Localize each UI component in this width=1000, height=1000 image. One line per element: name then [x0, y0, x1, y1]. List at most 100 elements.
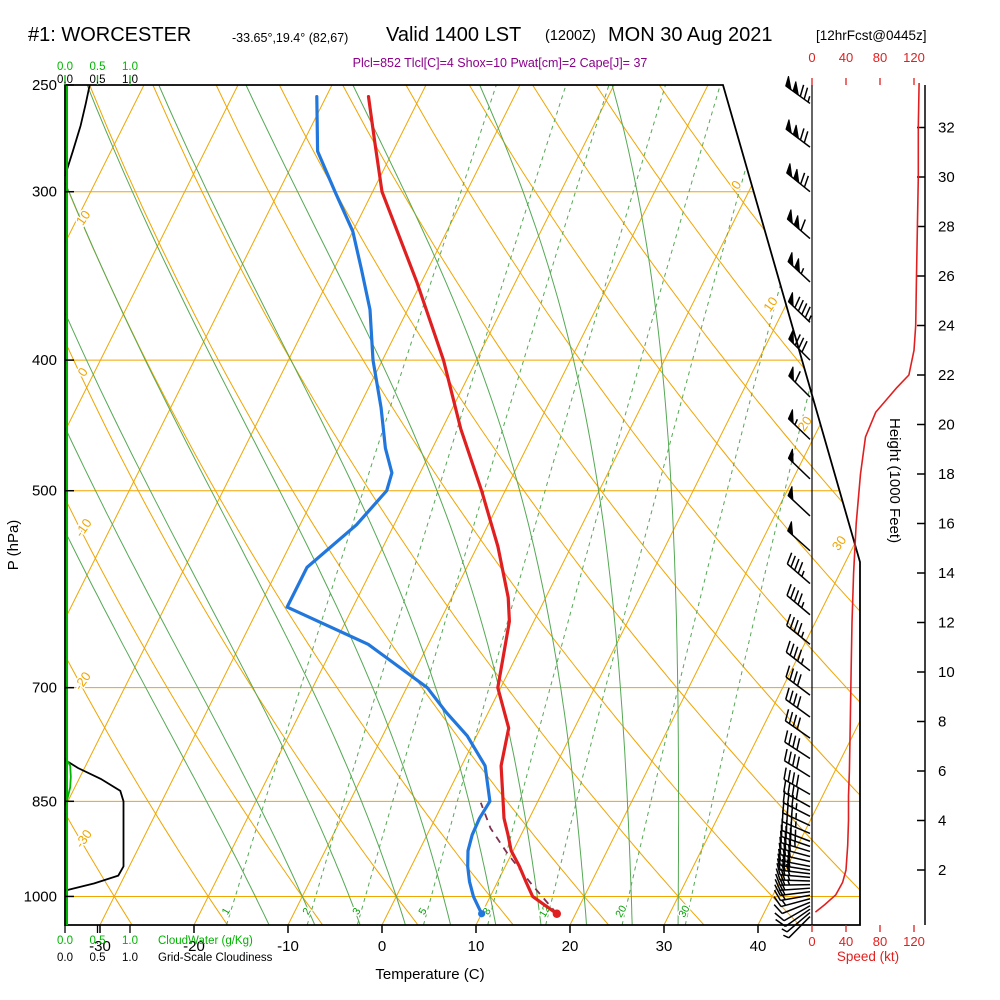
speed-tick-label-bottom: 120 — [903, 934, 925, 949]
wind-barb — [787, 448, 811, 480]
wind-barb — [783, 916, 811, 939]
wind-barb — [781, 912, 811, 933]
surface-temperature-dot — [552, 909, 562, 918]
station-title: #1: WORCESTER — [28, 24, 192, 46]
wind-barb — [787, 521, 811, 552]
dry-adiabat-line — [215, 85, 800, 925]
height-tick-label: 8 — [938, 714, 946, 731]
moist-adiabat-line — [86, 85, 452, 925]
dry-adiabat-line — [278, 85, 860, 925]
pressure-tick-label: 850 — [32, 793, 57, 810]
wind-barb — [787, 252, 811, 283]
dry-adiabat-line — [65, 85, 324, 925]
isotherm-line — [475, 85, 860, 925]
cloudwater-tick-label-bottom: 0.5 — [90, 935, 106, 947]
isotherm-label: 30 — [829, 533, 850, 553]
temperature-tick-label: -30 — [89, 938, 111, 955]
isotherm-line — [65, 85, 333, 925]
wind-barb — [775, 908, 811, 928]
dry-adiabat-line — [405, 85, 860, 925]
stability-parameters: Plcl=852 Tlcl[C]=4 Shox=10 Pwat[cm]=2 Ca… — [352, 56, 648, 70]
dry-adiabat-line — [65, 85, 514, 925]
mixing-ratio-label: 3 — [350, 906, 363, 917]
wind-barb — [786, 163, 811, 193]
height-tick-label: 4 — [938, 813, 946, 830]
pressure-tick-label: 400 — [32, 352, 57, 369]
valid-zulu-time: (1200Z) — [545, 28, 596, 44]
mixing-ratio-line — [306, 85, 567, 925]
dry-adiabat-line — [532, 85, 860, 925]
moist-adiabat-line — [65, 85, 270, 925]
cloudiness-tick-label-bottom: 0.5 — [90, 952, 106, 964]
temperature-tick-label: 0 — [378, 938, 386, 955]
cloudiness-axis-title: Grid-Scale Cloudiness — [158, 952, 273, 964]
temperature-tick-label: 30 — [656, 938, 673, 955]
wind-barb — [773, 896, 811, 908]
cloudwater-tick-label-top: 0.0 — [57, 61, 73, 73]
wind-barb — [787, 292, 812, 323]
isotherm-line — [193, 85, 615, 925]
pressure-tick-label: 500 — [32, 483, 57, 500]
grid-scale-cloudiness-curve — [64, 759, 125, 892]
wind-barb — [785, 665, 811, 696]
temperature-tick-label: -10 — [277, 938, 299, 955]
height-tick-label: 18 — [938, 466, 955, 483]
cloudwater-tick-label-top: 1.0 — [122, 61, 138, 73]
isotherm-line — [65, 85, 427, 925]
height-tick-label: 32 — [938, 120, 955, 137]
dry-adiabat-line — [721, 85, 860, 925]
cloudiness-tick-label-top: 0.5 — [90, 74, 106, 86]
dewpoint-curve — [285, 94, 492, 916]
wind-barb — [783, 780, 811, 808]
temperature-tick-label: -20 — [183, 938, 205, 955]
height-tick-label: 22 — [938, 367, 955, 384]
wind-barb — [786, 209, 811, 240]
height-tick-label: 28 — [938, 219, 955, 236]
height-tick-label: 6 — [938, 763, 946, 780]
dry-adiabat-line — [65, 85, 228, 925]
pressure-tick-label: 250 — [32, 77, 57, 94]
cloudiness-tick-label-top: 0.0 — [57, 74, 73, 86]
wind-barb — [785, 613, 811, 645]
moist-adiabat-line — [65, 85, 316, 925]
isotherm-line — [569, 85, 860, 925]
mixing-ratio-label: 20 — [613, 903, 629, 919]
cloudwater-tick-label-bottom: 1.0 — [122, 935, 138, 947]
height-tick-label: 14 — [938, 565, 955, 582]
cloudwater-tick-label-bottom: 0.0 — [57, 935, 73, 947]
temperature-tick-label: 10 — [468, 938, 485, 955]
wind-barb — [785, 76, 811, 105]
height-tick-label: 2 — [938, 862, 946, 879]
dry-adiabat-line — [595, 85, 860, 925]
dry-adiabat-line — [342, 85, 860, 925]
isotherm-line — [65, 85, 239, 925]
speed-tick-label-top: 80 — [873, 50, 887, 65]
dry-adiabat-line — [65, 85, 419, 925]
wind-barb — [787, 409, 811, 440]
dry-adiabat-label: -30 — [72, 827, 95, 851]
temperature-curve — [366, 94, 559, 916]
pressure-tick-label: 700 — [32, 680, 57, 697]
wind-speed-panel — [814, 82, 920, 913]
cloudiness-tick-label-top: 1.0 — [122, 74, 138, 86]
wind-barb — [786, 552, 811, 585]
height-axis-title: Height (1000 Feet) — [886, 418, 903, 543]
mixing-ratio-line — [545, 85, 770, 925]
temperature-tick-label: 40 — [750, 938, 767, 955]
speed-tick-label-top: 120 — [903, 50, 925, 65]
temperature-axis-title: Temperature (C) — [375, 966, 484, 983]
isotherm-line — [99, 85, 521, 925]
surface-dewpoint-dot — [478, 910, 486, 918]
speed-tick-label-top: 40 — [839, 50, 853, 65]
wind-barb — [785, 687, 811, 718]
wind-barb — [786, 583, 811, 616]
wind-barb — [784, 709, 811, 739]
parcel-path-curve — [479, 802, 558, 915]
wind-barb — [784, 730, 811, 760]
wind-barb — [785, 119, 811, 148]
height-tick-label: 12 — [938, 615, 955, 632]
dry-adiabat-label: 10 — [73, 207, 94, 227]
isotherm-label: 0 — [728, 178, 744, 193]
